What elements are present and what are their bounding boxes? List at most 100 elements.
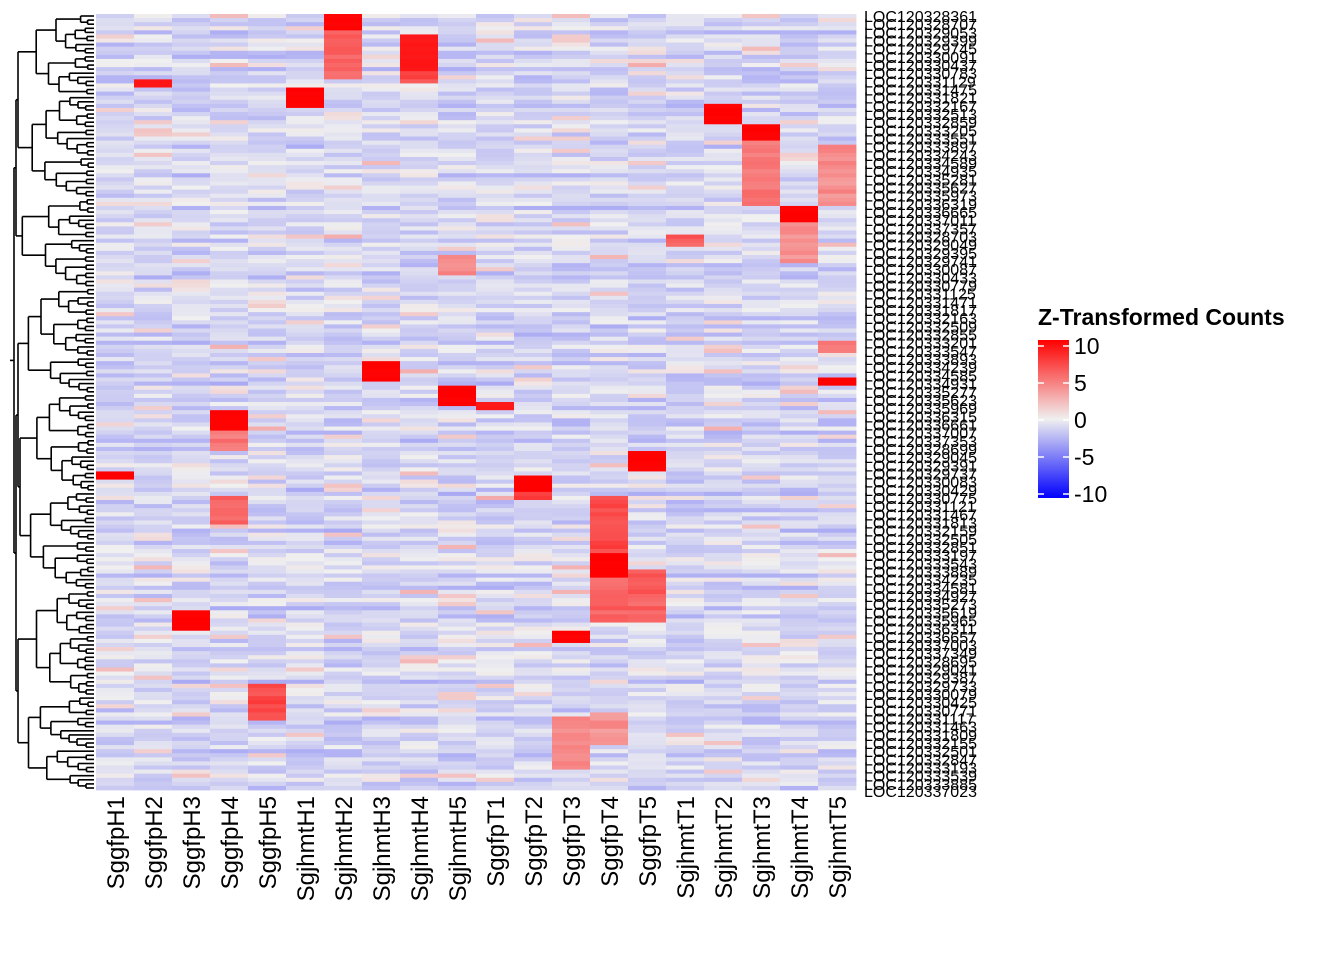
heatmap-cell xyxy=(134,259,173,264)
heatmap-cell xyxy=(324,659,363,664)
heatmap-cell xyxy=(704,553,743,558)
heatmap-cell xyxy=(248,589,287,595)
heatmap-cell xyxy=(134,308,173,313)
heatmap-cell xyxy=(400,283,439,289)
heatmap-cell xyxy=(134,455,173,460)
heatmap-cell xyxy=(96,536,135,542)
heatmap-cell xyxy=(438,357,477,362)
heatmap-cell xyxy=(476,618,515,623)
heatmap-cell xyxy=(134,589,173,595)
heatmap-cell xyxy=(438,610,477,615)
heatmap-cell xyxy=(96,393,135,399)
heatmap-cell xyxy=(704,136,743,142)
heatmap-cell xyxy=(552,553,591,558)
heatmap-cell xyxy=(134,132,173,137)
heatmap-cell xyxy=(248,728,287,734)
heatmap-cell xyxy=(210,630,249,636)
heatmap-cell xyxy=(96,22,135,27)
heatmap-cell xyxy=(96,696,135,701)
heatmap-cell xyxy=(666,602,705,607)
heatmap-cell xyxy=(628,238,667,244)
heatmap-cell xyxy=(210,218,249,223)
heatmap-cell xyxy=(704,165,743,170)
heatmap-cell xyxy=(818,406,857,411)
heatmap-cell xyxy=(438,169,477,174)
heatmap-cell xyxy=(590,377,629,382)
heatmap-cell xyxy=(438,120,477,125)
heatmap-cell xyxy=(362,451,401,456)
heatmap-cell xyxy=(324,451,363,456)
heatmap-cell xyxy=(552,103,591,109)
heatmap-cell xyxy=(324,553,363,558)
heatmap-cell xyxy=(514,500,553,505)
heatmap-cell xyxy=(818,512,857,517)
heatmap-cell xyxy=(666,663,705,668)
heatmap-cell xyxy=(476,781,515,787)
heatmap-cell xyxy=(742,704,781,709)
heatmap-cell xyxy=(628,418,667,423)
heatmap-cell xyxy=(286,303,325,309)
heatmap-cell xyxy=(476,471,515,476)
heatmap-cell xyxy=(666,246,705,252)
heatmap-cell xyxy=(172,438,211,444)
legend-title: Z-Transformed Counts xyxy=(1038,304,1285,330)
heatmap-cell xyxy=(248,410,287,415)
heatmap-cell xyxy=(704,267,743,272)
heatmap-cell xyxy=(286,549,325,554)
heatmap-cell xyxy=(742,214,781,219)
heatmap-cell xyxy=(704,426,743,431)
heatmap-cell xyxy=(666,238,705,244)
heatmap-cell xyxy=(780,144,819,150)
heatmap-cell xyxy=(514,75,553,80)
heatmap-cell xyxy=(818,708,857,713)
heatmap-cell xyxy=(476,426,515,431)
heatmap-cell xyxy=(476,71,515,76)
heatmap-cell xyxy=(818,451,857,456)
heatmap-cell xyxy=(324,308,363,313)
heatmap-cell xyxy=(476,18,515,23)
heatmap-cell xyxy=(96,577,135,583)
heatmap-cell xyxy=(210,467,249,472)
heatmap-cell xyxy=(666,79,705,84)
heatmap-cell xyxy=(362,610,401,615)
heatmap-cell xyxy=(704,757,743,762)
heatmap-cell xyxy=(324,103,363,109)
heatmap-cell xyxy=(438,214,477,219)
heatmap-cell xyxy=(780,332,819,338)
heatmap-cell xyxy=(362,745,401,750)
heatmap-cell xyxy=(362,210,401,215)
heatmap-cell xyxy=(818,250,857,256)
heatmap-cell xyxy=(818,185,857,191)
heatmap-cell xyxy=(818,516,857,521)
heatmap-cell xyxy=(248,361,287,366)
heatmap-cell xyxy=(552,508,591,513)
heatmap-cell xyxy=(134,602,173,607)
heatmap-cell xyxy=(552,736,591,742)
heatmap-cell xyxy=(590,124,629,129)
heatmap-cell xyxy=(438,328,477,333)
heatmap-cell xyxy=(286,455,325,460)
heatmap-cell xyxy=(780,777,819,783)
heatmap-cell xyxy=(248,50,287,56)
heatmap-cell xyxy=(172,704,211,709)
heatmap-cell xyxy=(96,295,135,301)
heatmap-cell xyxy=(742,161,781,166)
heatmap-cell xyxy=(590,777,629,783)
heatmap-cell xyxy=(514,442,553,448)
heatmap-cell xyxy=(362,14,401,19)
heatmap-cell xyxy=(780,279,819,284)
heatmap-cell xyxy=(590,201,629,207)
heatmap-cell xyxy=(248,312,287,317)
heatmap-cell xyxy=(552,267,591,272)
heatmap-cell xyxy=(172,369,211,374)
heatmap-cell xyxy=(96,283,135,289)
row-label: LOC120337357 xyxy=(864,221,977,238)
heatmap-cell xyxy=(742,63,781,68)
heatmap-cell xyxy=(96,287,135,293)
heatmap-cell xyxy=(362,324,401,329)
heatmap-cell xyxy=(704,696,743,701)
heatmap-cell xyxy=(818,557,857,562)
heatmap-cell xyxy=(514,22,553,27)
heatmap-cell xyxy=(400,259,439,264)
heatmap-cell xyxy=(666,177,705,182)
